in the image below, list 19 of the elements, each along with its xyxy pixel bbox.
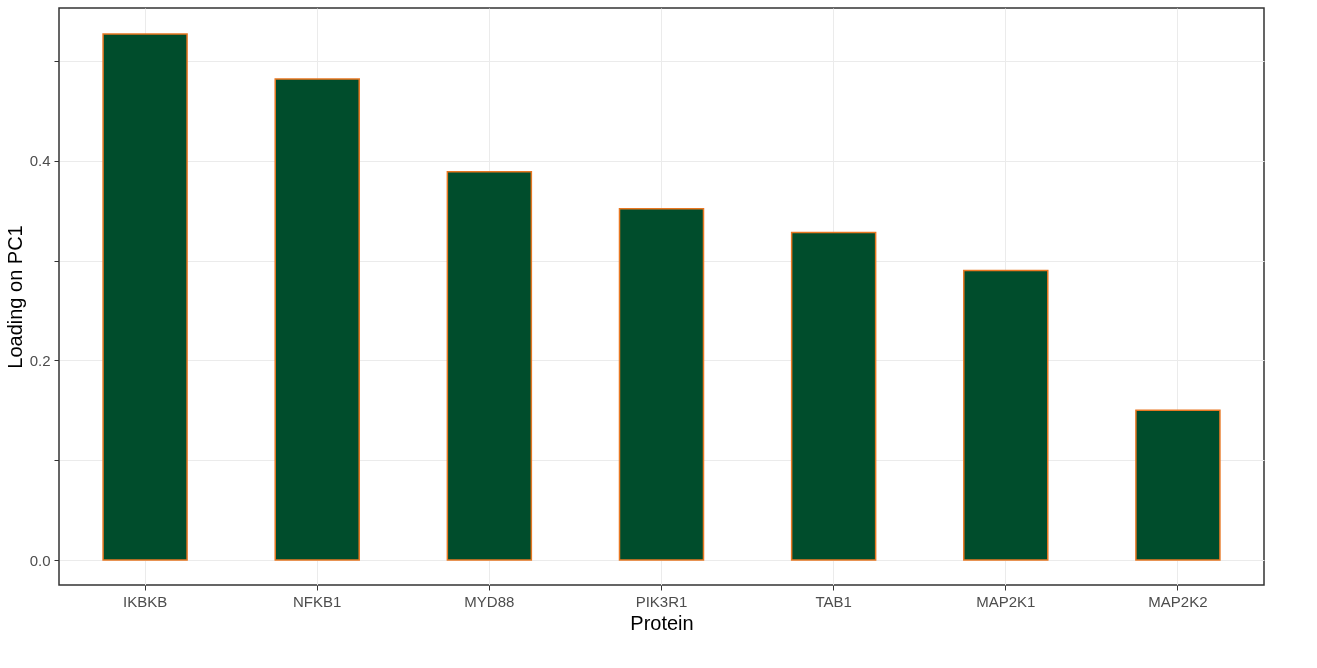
y-tick-label: 0.4 <box>29 152 51 170</box>
x-tick-label: MAP2K2 <box>1148 592 1208 610</box>
x-tick-label: IKBKB <box>122 592 168 610</box>
x-tick-label: NFKB1 <box>293 592 342 610</box>
bar <box>963 269 1049 561</box>
bar <box>102 33 188 561</box>
y-tick-label: 0.0 <box>29 551 51 569</box>
bar <box>446 170 533 561</box>
bar <box>1135 409 1221 561</box>
bar <box>274 78 360 561</box>
x-axis-title: Protein <box>630 611 694 634</box>
x-tick-label: MAP2K1 <box>976 592 1036 610</box>
y-axis-title: Loading on PC1 <box>3 225 26 369</box>
bar <box>790 231 877 561</box>
y-tick-label: 0.2 <box>29 351 51 369</box>
x-tick-label: PIK3R1 <box>635 592 688 610</box>
x-tick-label: TAB1 <box>815 592 852 610</box>
x-tick-label: MYD88 <box>464 592 515 610</box>
bar <box>618 207 705 561</box>
